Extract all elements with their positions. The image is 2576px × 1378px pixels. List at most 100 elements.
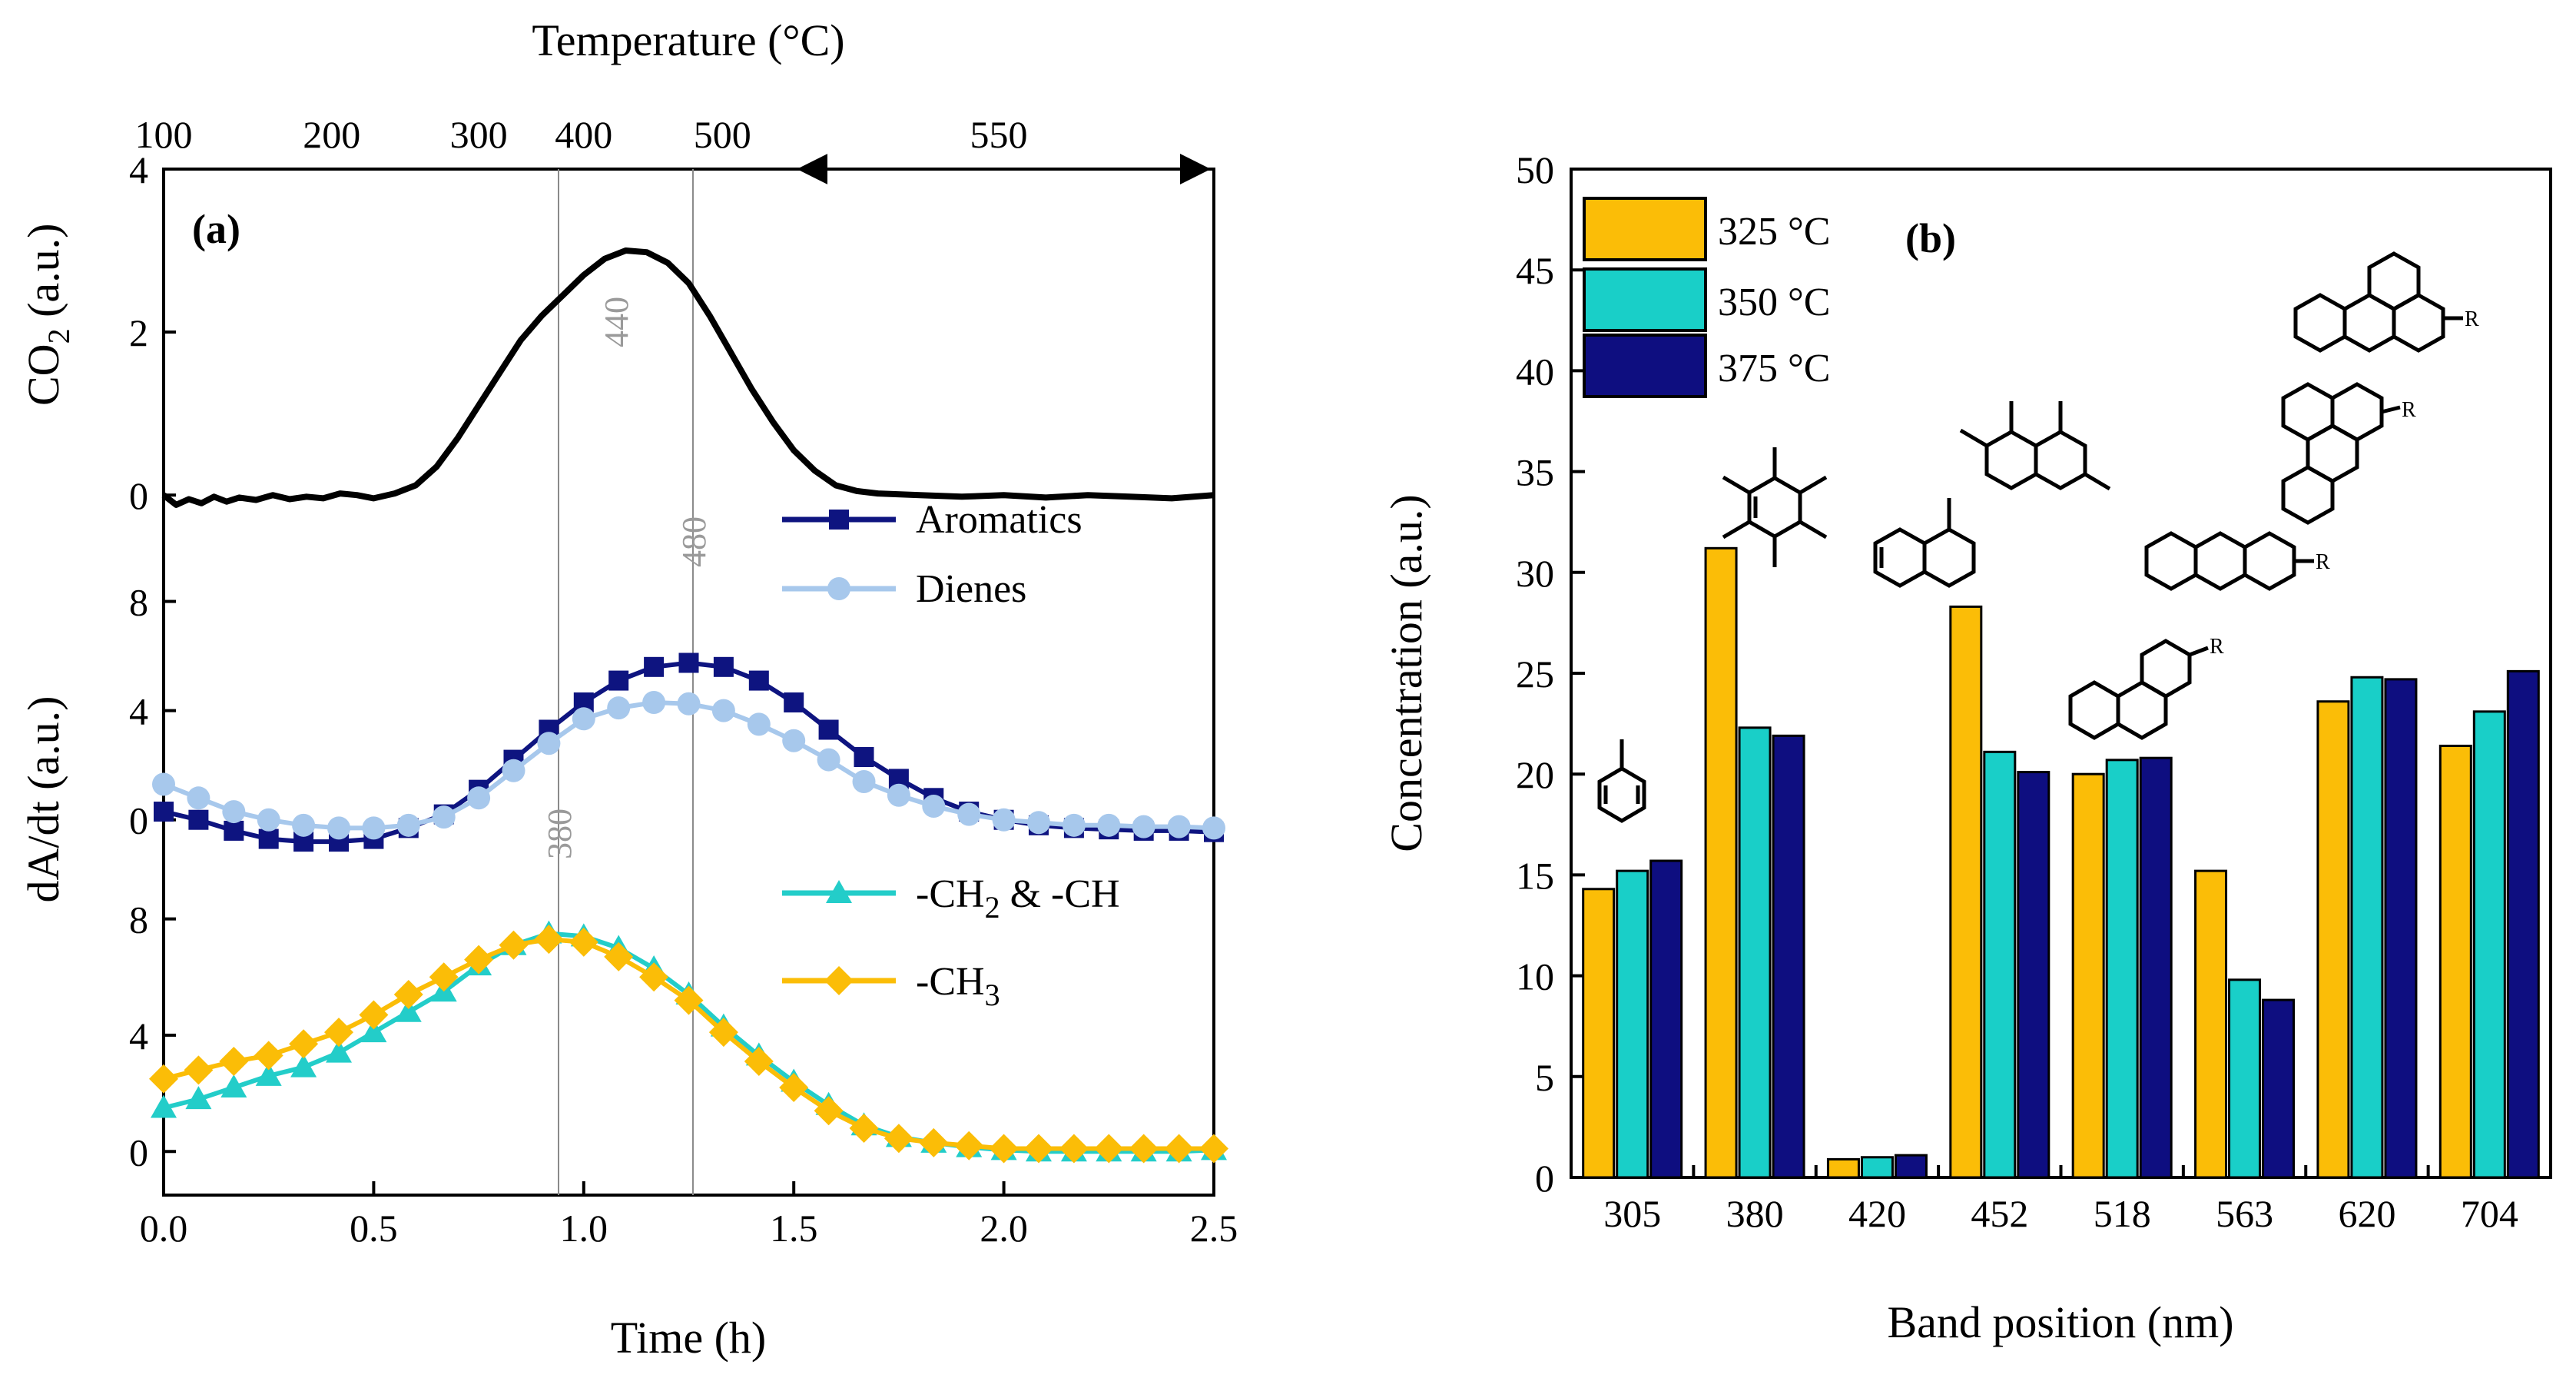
series-line (161, 247, 1215, 508)
data-point (713, 656, 734, 677)
data-point (502, 759, 525, 782)
data-point (782, 729, 806, 752)
top-axis-label: Temperature (°C) (532, 15, 844, 65)
anthracene-structure (2144, 531, 2314, 591)
data-point (1062, 813, 1086, 837)
legend-ch3-label: -CH3 (916, 960, 1000, 1012)
data-point (362, 816, 386, 840)
data-point (1094, 1134, 1124, 1164)
legend-temperatures: 325 °C 350 °C 375 °C (1583, 197, 1830, 398)
data-point (708, 1018, 738, 1048)
bar (1826, 1157, 1860, 1179)
x-tick-label: 518 (2094, 1192, 2151, 1235)
data-point (608, 670, 629, 691)
data-point (922, 794, 946, 818)
y-tick-label: 30 (1516, 552, 1554, 595)
data-point (393, 980, 423, 1009)
bar (1582, 888, 1616, 1179)
data-point (257, 808, 280, 832)
y-axis-label-b: Concentration (a.u.) (1381, 494, 1431, 852)
bar (2472, 710, 2506, 1179)
top-tick-label: 300 (450, 113, 508, 156)
data-point (569, 927, 598, 957)
panel-b-y-ticks: 0 5 10 15 20 25 30 35 40 45 50 (1516, 148, 1585, 1200)
dadt-axis-label: dA/dt (a.u.) (18, 696, 68, 903)
trimethylnaphthalene-structure (1959, 401, 2111, 491)
data-point (957, 802, 981, 826)
hexamethylbenzene-structure (1722, 447, 1828, 567)
pyrene-structure (2281, 382, 2401, 525)
x-tick-label: 2.5 (1190, 1207, 1238, 1250)
y-tick-label: 5 (1535, 1056, 1554, 1099)
bar (2228, 978, 2262, 1179)
data-point (1164, 1134, 1194, 1164)
bar (1772, 734, 1805, 1179)
data-point (607, 696, 631, 720)
data-point (499, 930, 529, 960)
data-point (188, 809, 209, 830)
data-point (604, 941, 634, 971)
data-point (919, 1127, 949, 1157)
legend-ch2-label: -CH2 & -CH (916, 872, 1120, 925)
data-point (432, 805, 456, 829)
data-point (464, 945, 494, 975)
data-point (572, 707, 595, 731)
data-point (1026, 811, 1050, 835)
legend-aromatics-marker (829, 510, 849, 530)
data-point (747, 712, 771, 736)
series-line (163, 660, 1215, 845)
data-point (151, 1094, 177, 1118)
data-point (224, 820, 244, 841)
y-tick-label: 4 (129, 690, 148, 733)
bar (1983, 750, 2017, 1179)
top-axis-hold-label: 550 (970, 113, 1028, 156)
subplot-y-ticks: 0 2 4 0 4 8 0 4 8 (129, 148, 176, 1174)
data-point (678, 652, 699, 673)
data-point (289, 1029, 319, 1059)
y-tick-label: 35 (1516, 451, 1554, 494)
x-tick-label: 452 (1971, 1192, 2028, 1235)
data-point (744, 1047, 774, 1076)
top-axis-ticks: 100 200 300 400 500 (135, 113, 751, 156)
data-point (854, 747, 874, 768)
data-point (360, 1019, 387, 1043)
bar (1894, 1154, 1928, 1179)
toluene-structure (1597, 739, 1646, 823)
data-point (222, 800, 246, 824)
data-point (992, 808, 1016, 832)
y-tick-label: 8 (129, 581, 148, 624)
data-point (1059, 1134, 1089, 1164)
legend-375-label: 375 °C (1718, 347, 1830, 390)
series-line (163, 937, 1214, 1151)
top-tick-label: 100 (135, 113, 193, 156)
x-tick-label: 0.5 (350, 1207, 398, 1250)
legend-350-label: 350 °C (1718, 281, 1830, 324)
legend-aromatics-dienes: Aromatics Dienes (782, 498, 1082, 611)
marker-label: 480 (675, 516, 713, 567)
data-point (467, 786, 491, 810)
data-point (187, 786, 211, 810)
data-point (185, 1086, 212, 1110)
top-tick-label: 200 (303, 113, 360, 156)
y-tick-label: 15 (1516, 854, 1554, 897)
bar (2071, 772, 2105, 1179)
data-point (255, 1062, 282, 1086)
bar (2350, 676, 2384, 1179)
data-point (292, 813, 316, 837)
r-labels: R R R R (2210, 307, 2479, 659)
top-tick-label: 500 (694, 113, 751, 156)
y-tick-label: 2 (129, 311, 148, 354)
data-point (290, 1054, 317, 1077)
panel-b-bars (1582, 546, 2540, 1179)
legend-aromatics-label: Aromatics (916, 498, 1082, 542)
data-point (644, 656, 665, 677)
y-tick-label: 0 (129, 799, 148, 842)
data-point (1097, 813, 1121, 837)
y-tick-label: 25 (1516, 652, 1554, 696)
x-tick-label: 563 (2216, 1192, 2273, 1235)
co2-axis-label: CO2 (a.u.) (18, 224, 76, 406)
data-point (149, 1064, 178, 1094)
data-point (1129, 1134, 1159, 1164)
data-point (184, 1055, 214, 1085)
